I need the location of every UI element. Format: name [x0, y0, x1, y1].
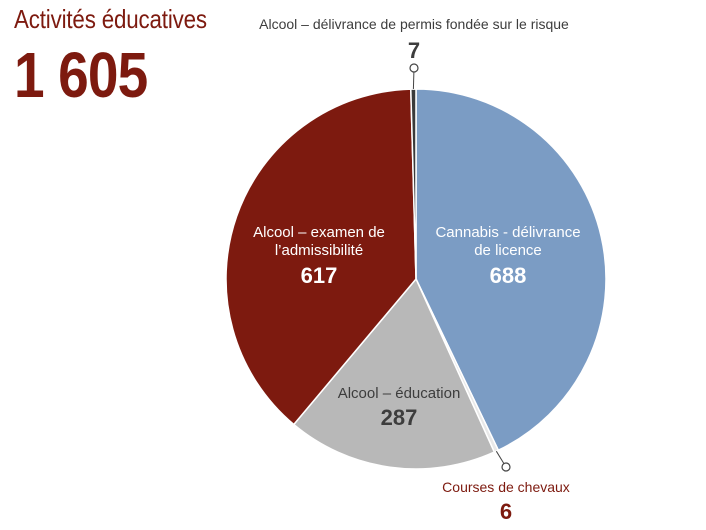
slice-courses-de-chevaux-label: Courses de chevaux — [442, 479, 570, 495]
slice-cannabis-delivrance-de-licence-value: 688 — [490, 263, 527, 288]
slice-cannabis-delivrance-de-licence-label: de licence — [474, 242, 542, 259]
slice-cannabis-delivrance-de-licence — [415, 88, 607, 452]
slice-alcool-delivrance-de-permis-fondee-sur-le-risque-value: 7 — [408, 38, 420, 63]
chart-title: Activités éducatives — [14, 4, 207, 34]
slice-courses-de-chevaux-value: 6 — [500, 499, 512, 524]
slice-alcool-education — [292, 277, 496, 470]
slice-alcool-education-value: 287 — [381, 405, 418, 430]
slice-alcool-examen-de-l-admissibilite-value: 617 — [301, 263, 338, 288]
slice-alcool-examen-de-l-admissibilite-label: Alcool – examen de — [253, 224, 385, 241]
slice-alcool-delivrance-de-permis-fondee-sur-le-risque-label: Alcool – délivrance de permis fondée sur… — [259, 16, 569, 32]
slice-alcool-examen-de-l-admissibilite-label: l’admissibilité — [275, 242, 363, 259]
slice-alcool-examen-de-l-admissibilite — [225, 88, 417, 426]
slice-alcool-education-label: Alcool – éducation — [338, 385, 461, 402]
total-count: 1 605 — [14, 39, 148, 111]
slice-alcool-delivrance-de-permis-fondee-sur-le-risque-leader-dot — [409, 63, 419, 73]
slice-cannabis-delivrance-de-licence-label: Cannabis - délivrance — [435, 224, 580, 241]
slice-courses-de-chevaux-leader-dot — [501, 462, 511, 472]
